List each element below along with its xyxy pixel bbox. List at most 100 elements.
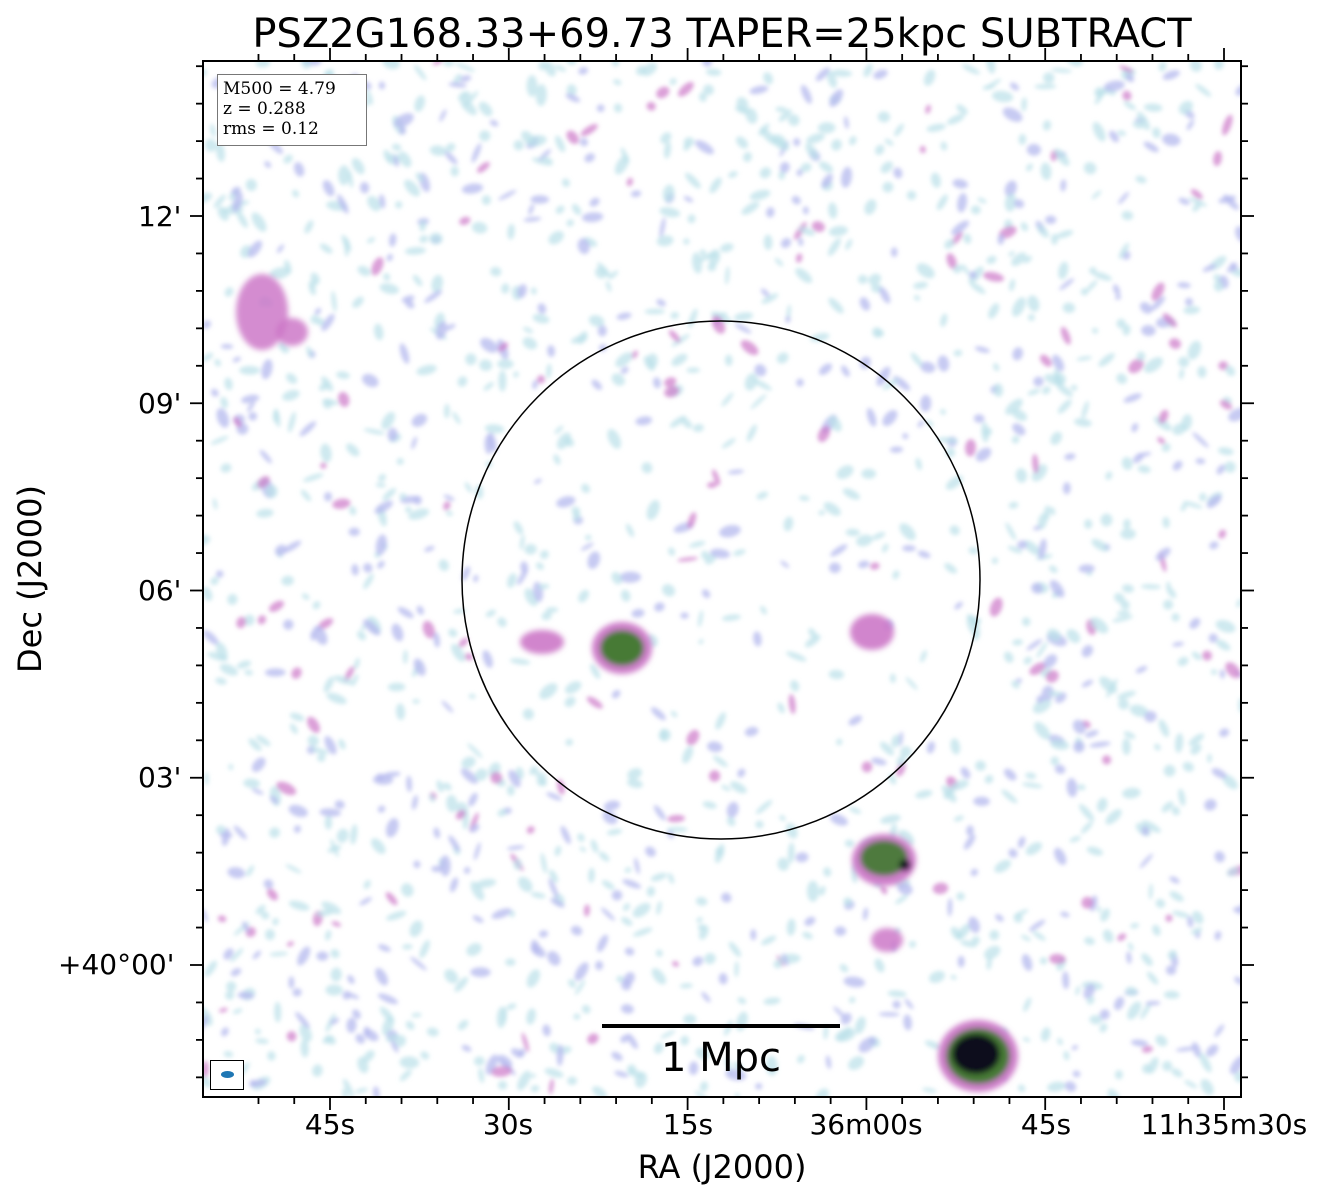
noise-blob	[711, 315, 726, 334]
noise-blob	[707, 262, 717, 272]
noise-blob	[944, 239, 955, 249]
noise-blob	[668, 547, 676, 556]
noise-blob	[898, 731, 904, 746]
noise-blob	[777, 857, 790, 871]
noise-blob	[1066, 629, 1081, 644]
noise-blob	[422, 620, 435, 639]
noise-blob	[641, 62, 658, 77]
noise-blob	[1162, 313, 1177, 328]
noise-blob	[545, 607, 559, 613]
noise-blob	[1021, 953, 1033, 972]
noise-blob	[288, 804, 308, 818]
noise-blob	[1060, 911, 1070, 918]
noise-blob	[656, 86, 670, 99]
noise-blob	[986, 255, 997, 264]
noise-blob	[1037, 224, 1049, 238]
noise-blob	[497, 808, 507, 817]
noise-blob	[658, 728, 671, 742]
noise-blob	[1086, 846, 1104, 856]
noise-blob	[1092, 271, 1112, 281]
noise-blob	[970, 205, 981, 215]
noise-blob	[1032, 454, 1039, 474]
noise-blob	[477, 161, 490, 173]
noise-blob	[1118, 242, 1130, 259]
noise-blob	[733, 549, 746, 556]
noise-blob	[667, 814, 685, 823]
noise-blob	[317, 753, 326, 762]
noise-blob	[1190, 927, 1203, 935]
noise-blob	[445, 142, 456, 153]
noise-blob	[396, 457, 404, 465]
noise-blob	[289, 712, 305, 722]
noise-blob	[1118, 191, 1130, 205]
noise-blob	[349, 506, 357, 516]
noise-blob	[680, 612, 689, 619]
noise-blob	[755, 799, 773, 815]
noise-blob	[529, 768, 534, 776]
noise-blob	[1117, 130, 1127, 136]
noise-blob	[1013, 913, 1023, 923]
noise-blob	[577, 238, 590, 255]
ytick-label: +40°00'	[58, 948, 175, 981]
noise-blob	[1105, 809, 1122, 825]
noise-blob	[204, 960, 218, 977]
noise-blob	[758, 123, 770, 136]
noise-blob	[220, 343, 234, 350]
noise-blob	[706, 481, 718, 488]
noise-blob	[473, 1056, 485, 1066]
noise-blob	[1091, 538, 1109, 552]
noise-blob	[251, 757, 266, 772]
noise-blob	[653, 377, 661, 389]
noise-blob	[1070, 384, 1078, 391]
noise-blob	[763, 72, 774, 85]
noise-blob	[310, 747, 329, 755]
noise-blob	[416, 364, 437, 376]
noise-blob	[1117, 933, 1127, 941]
ytick-label: 03'	[138, 761, 182, 794]
noise-blob	[818, 161, 834, 173]
noise-blob	[831, 69, 853, 77]
noise-blob	[1141, 1046, 1153, 1053]
noise-blob	[574, 979, 586, 996]
noise-blob	[1122, 738, 1131, 756]
noise-blob	[766, 207, 775, 218]
noise-blob	[532, 157, 553, 166]
noise-blob	[1036, 695, 1045, 704]
noise-blob	[532, 313, 550, 324]
noise-blob	[1057, 1037, 1063, 1046]
noise-blob	[256, 735, 271, 747]
noise-blob	[915, 457, 922, 471]
noise-blob	[641, 462, 653, 474]
noise-blob	[993, 363, 1000, 372]
noise-blob	[802, 206, 809, 215]
noise-blob	[1064, 1081, 1077, 1092]
noise-blob	[1140, 1002, 1152, 1020]
noise-blob	[1177, 656, 1189, 667]
noise-blob	[973, 796, 990, 807]
noise-blob	[359, 182, 370, 194]
noise-blob	[1094, 87, 1105, 98]
noise-blob	[377, 993, 399, 1005]
noise-blob	[1162, 133, 1181, 146]
noise-blob	[513, 521, 524, 535]
noise-blob	[415, 172, 424, 183]
noise-blob	[710, 311, 732, 323]
noise-blob	[773, 960, 783, 969]
noise-blob	[1084, 519, 1093, 529]
noise-blob	[554, 425, 564, 435]
noise-blob	[295, 1011, 310, 1029]
noise-blob	[1062, 302, 1076, 314]
noise-blob	[736, 96, 749, 112]
source-blob	[952, 1034, 1000, 1074]
noise-blob	[818, 885, 826, 896]
noise-blob	[530, 195, 550, 204]
noise-blob	[1060, 326, 1071, 345]
noise-blob	[969, 282, 986, 295]
noise-blob	[884, 138, 894, 146]
noise-blob	[788, 114, 800, 126]
noise-blob	[687, 512, 697, 529]
noise-blob	[1226, 262, 1238, 273]
noise-blob	[790, 680, 800, 692]
noise-blob	[656, 235, 674, 247]
noise-blob	[537, 583, 550, 590]
